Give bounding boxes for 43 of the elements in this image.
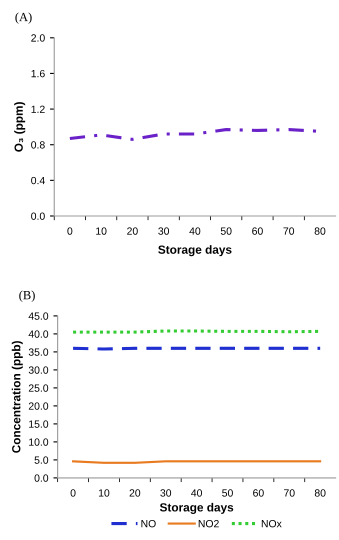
- y-tick-label: 25.0: [28, 384, 48, 392]
- x-tick-label: 60: [252, 227, 263, 235]
- y-tick-label: 30.0: [28, 366, 48, 374]
- chart-title: (B): [19, 290, 35, 302]
- y-tick-label: 0.0: [34, 474, 48, 482]
- y-axis-title: Concentration (ppb): [12, 341, 23, 453]
- y-tick-label: 40.0: [28, 330, 48, 338]
- y-tick-label: 1.2: [32, 106, 45, 113]
- legend-label: NOx: [262, 520, 282, 528]
- x-axis-title: Storage days: [158, 245, 232, 256]
- y-tick-label: 2.0: [31, 34, 45, 42]
- x-tick-label: 40: [189, 227, 200, 235]
- x-tick-label: 20: [127, 227, 138, 235]
- x-tick-label: 30: [158, 227, 170, 235]
- y-tick-label: 10.0: [29, 438, 48, 446]
- y-tick-label: 15.0: [29, 420, 48, 428]
- y-tick-label: 35.0: [28, 348, 48, 356]
- y-tick-label: 0.4: [31, 176, 45, 184]
- chart-title: (A): [15, 12, 32, 24]
- x-tick-label: 30: [160, 489, 172, 497]
- y-tick-label: 0.8: [31, 141, 45, 149]
- x-tick-label: 80: [314, 489, 326, 497]
- x-tick-label: 40: [191, 489, 202, 497]
- y-tick-label: 1.6: [32, 70, 45, 78]
- x-tick-label: 80: [314, 227, 326, 235]
- x-tick-label: 70: [283, 227, 294, 235]
- x-tick-label: 0: [67, 227, 72, 235]
- legend-label: NO2: [198, 520, 219, 528]
- y-tick-label: 20.0: [28, 402, 48, 410]
- y-axis-title: O₃ (ppm): [14, 102, 26, 152]
- x-tick-label: 70: [284, 489, 295, 497]
- y-tick-label: 45.0: [28, 312, 48, 320]
- x-tick-label: 0: [70, 489, 76, 497]
- y-tick-label: 0.0: [31, 212, 45, 220]
- x-tick-label: 10: [96, 227, 107, 235]
- x-tick-label: 10: [98, 489, 110, 497]
- x-tick-label: 20: [130, 489, 140, 497]
- y-tick-label: 5.0: [34, 456, 48, 464]
- x-tick-label: 50: [222, 489, 233, 497]
- x-tick-label: 60: [253, 489, 264, 497]
- x-tick-label: 50: [220, 227, 232, 235]
- legend-label: NO: [141, 520, 156, 528]
- x-axis-title: Storage days: [160, 502, 234, 514]
